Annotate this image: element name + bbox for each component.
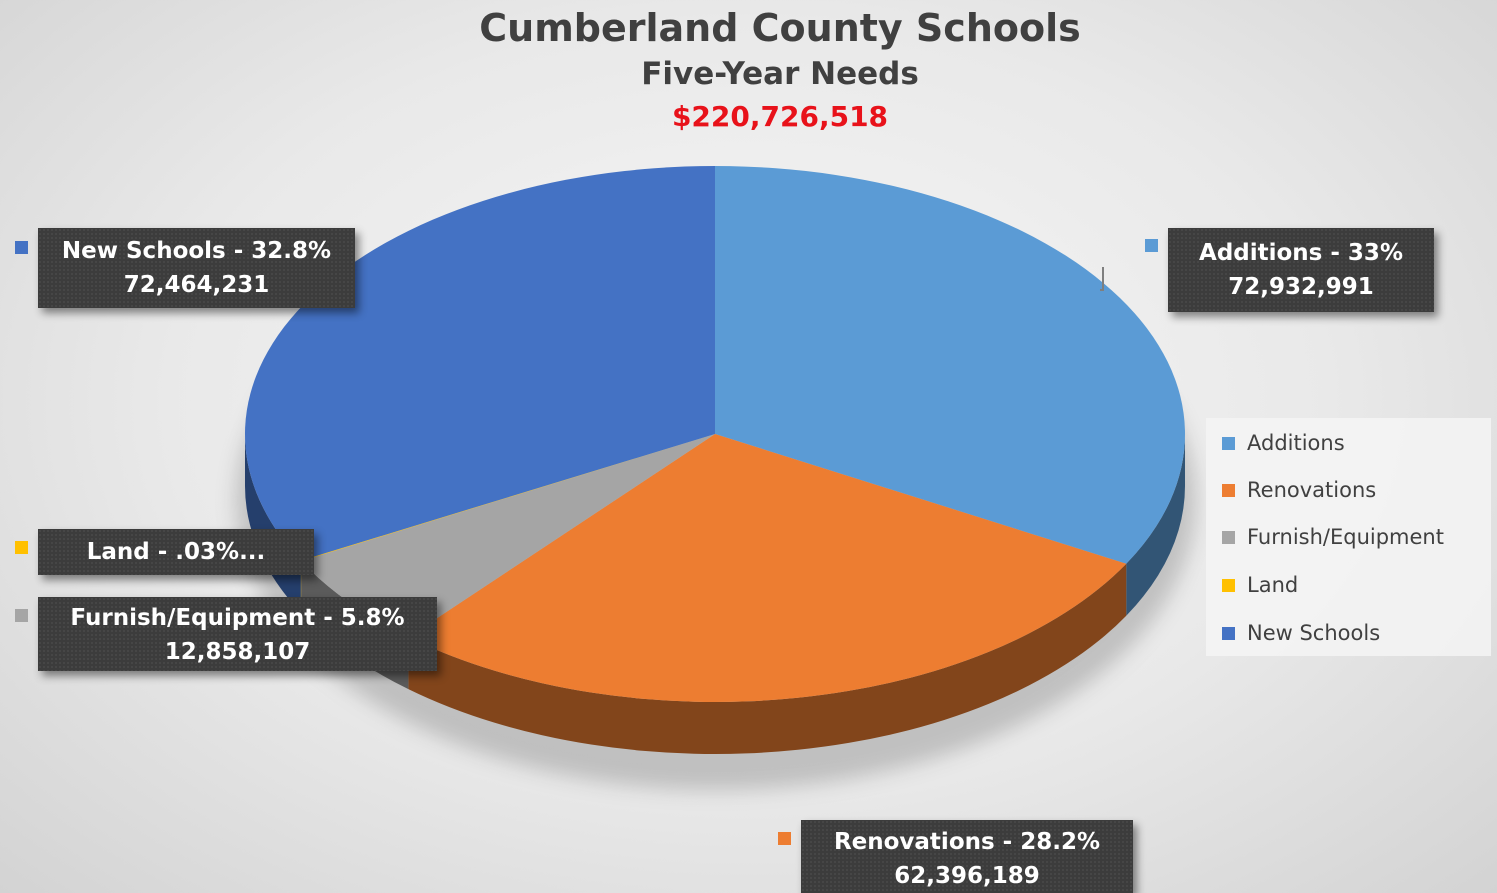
legend-swatch-renovations [1222,483,1235,497]
legend-item-furnish: Furnish/Equipment [1222,522,1444,552]
data-label-land: Land - .03%... [38,529,314,575]
data-label-new-schools-value: 72,464,231 [123,272,270,298]
data-label-land-pct: Land - .03%... [86,539,266,565]
label-marker-new-schools [15,241,28,254]
label-marker-additions [1145,239,1158,252]
pie-slice-land [300,434,715,562]
leader-line [1100,267,1104,291]
data-label-additions: Additions - 33% 72,932,991 [1168,228,1434,312]
data-label-additions-value: 72,932,991 [1228,274,1374,300]
chart-title: Cumberland County Schools [479,6,1081,50]
data-label-furnish-value: 12,858,107 [164,639,311,665]
chart-legend: Additions Renovations Furnish/Equipment … [1206,418,1491,656]
label-marker-land [15,541,28,554]
pie-slice-renovations [408,434,1127,703]
legend-item-new-schools: New Schools [1222,618,1380,648]
data-label-new-schools: New Schools - 32.8% 72,464,231 [38,228,355,308]
chart-total: $220,726,518 [671,100,889,133]
legend-item-renovations: Renovations [1222,475,1376,505]
legend-swatch-land [1222,578,1235,592]
pie-side-additions [1126,434,1185,616]
legend-item-additions: Additions [1222,428,1345,458]
label-marker-renovations [778,832,791,845]
legend-text-additions: Additions [1247,431,1345,455]
legend-swatch-new-schools [1222,626,1235,640]
chart-title-block: Cumberland County Schools Five-Year Need… [0,4,1497,138]
data-label-furnish: Furnish/Equipment - 5.8% 12,858,107 [38,597,437,671]
data-label-renovations: Renovations - 28.2% 62,396,189 [801,820,1133,893]
label-marker-furnish [15,609,28,622]
data-label-renovations-value: 62,396,189 [894,863,1040,889]
data-label-new-schools-pct: New Schools - 32.8% [61,238,332,264]
legend-text-land: Land [1247,573,1299,597]
pie-slice-furnish-equipment [301,434,715,638]
pie-slice-new-schools [244,165,715,561]
chart-subtitle: Five-Year Needs [641,56,919,92]
data-label-renovations-pct: Renovations - 28.2% [833,829,1101,855]
legend-swatch-additions [1222,436,1235,450]
pie-slice-additions [715,166,1186,564]
pie-side-renovations [408,563,1127,755]
legend-text-new-schools: New Schools [1247,621,1381,645]
legend-text-renovations: Renovations [1247,478,1377,502]
legend-item-land: Land [1222,570,1298,600]
data-label-furnish-pct: Furnish/Equipment - 5.8% [70,605,405,631]
data-label-additions-pct: Additions - 33% [1199,240,1403,266]
pie-tops [244,165,1186,703]
legend-swatch-furnish [1222,530,1235,544]
legend-text-furnish: Furnish/Equipment [1247,525,1444,549]
